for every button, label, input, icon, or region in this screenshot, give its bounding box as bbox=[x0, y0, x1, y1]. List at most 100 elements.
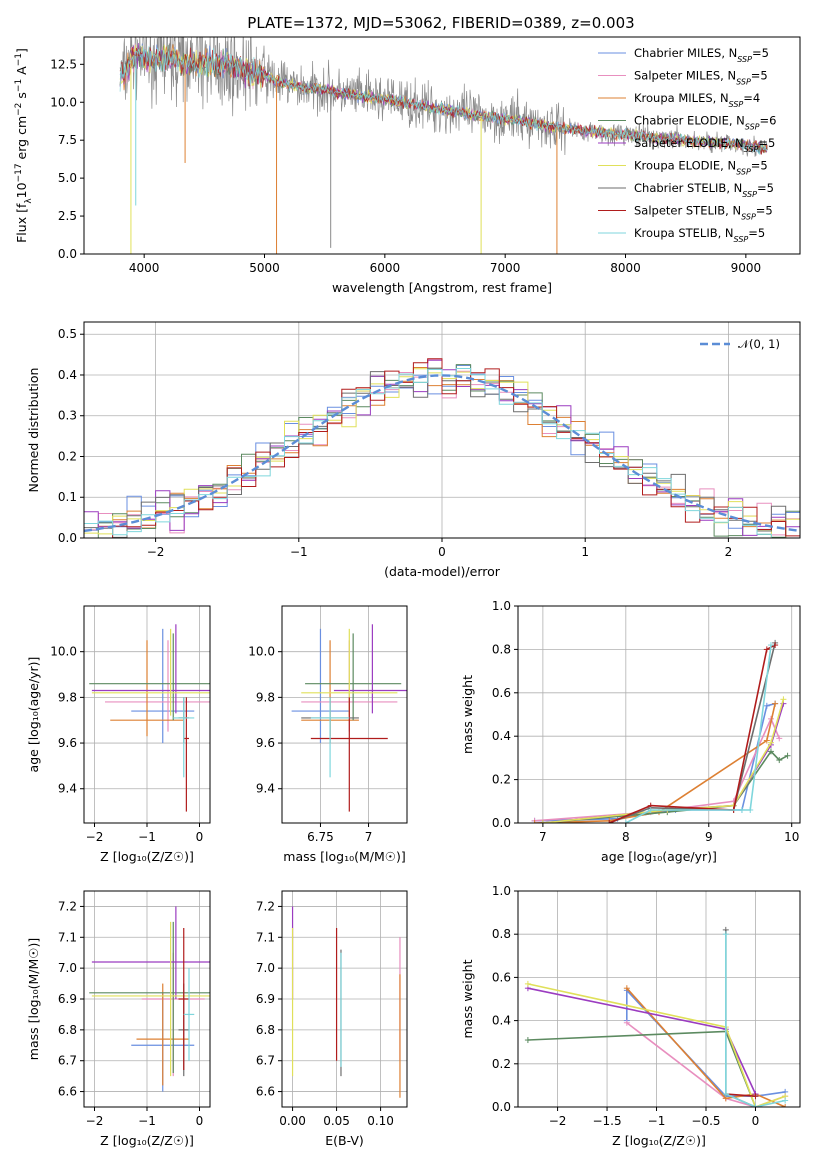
y-axis-label: Flux [fλ10−17 erg cm−2 s−1 A−1] bbox=[14, 48, 34, 243]
x-tick-label: 9000 bbox=[731, 261, 762, 275]
y-tick-label: 6.8 bbox=[58, 1023, 77, 1037]
x-axis-label: Z [log₁₀(Z/Z☉)] bbox=[100, 1133, 194, 1148]
x-tick-label: −0.5 bbox=[691, 1114, 720, 1128]
x-tick-label: 7 bbox=[539, 830, 547, 844]
chart-mass-vs-ebv: 0.00 0.05 0.10 6.6 6.7 6.8 6.9 7.0 7.1 7.2 E(B-V) bbox=[256, 890, 408, 1148]
residual-histogram-8 bbox=[84, 368, 800, 538]
x-tick-label: 0 bbox=[196, 830, 204, 844]
x-tick-label: 0 bbox=[752, 1114, 760, 1128]
legend-nssp: =5 bbox=[748, 226, 765, 240]
y-label-part: A bbox=[14, 66, 29, 79]
x-tick-label: 2 bbox=[725, 545, 733, 559]
legend-subscript: SSP bbox=[734, 235, 749, 244]
legend-nssp: =4 bbox=[743, 91, 760, 105]
y-tick-label: 0.2 bbox=[58, 449, 77, 463]
y-tick-label: 9.4 bbox=[256, 782, 275, 796]
normal-curve bbox=[84, 374, 800, 533]
x-axis-label: wavelength [Angstrom, rest frame] bbox=[332, 280, 552, 295]
chart-mass-weight-vs-z: −2 −1.5 −1 −0.5 0 0.0 0.2 0.4 0.6 0.8 1.0 Z [log₁₀(… bbox=[460, 884, 801, 1148]
chart-mass-weight-vs-age: 7 8 9 10 0.0 0.2 0.4 0.6 0.8 1.0 age [log₁₀(age/yr… bbox=[460, 599, 801, 864]
y-label-part: −17 bbox=[14, 163, 24, 182]
x-tick-label: 9 bbox=[705, 830, 713, 844]
y-tick-label: 7.2 bbox=[58, 899, 77, 913]
y-tick-label: 9.8 bbox=[256, 690, 275, 704]
legend-subscript: SSP bbox=[736, 167, 751, 176]
y-label-part: 10 bbox=[14, 182, 29, 198]
legend-subscript: SSP bbox=[744, 145, 759, 154]
legend-subscript: SSP bbox=[736, 77, 751, 86]
x-tick-label: −1 bbox=[138, 1114, 156, 1128]
plot-area bbox=[119, 37, 768, 254]
x-tick-label: −2 bbox=[86, 830, 104, 844]
mass-weight-line-0 bbox=[534, 702, 776, 822]
observed-spectrum-line bbox=[119, 37, 768, 157]
y-tick-label: 12.5 bbox=[50, 57, 77, 71]
legend-label: Salpeter STELIB, NSSP=5 bbox=[634, 204, 773, 222]
y-tick-label: 10.0 bbox=[50, 645, 77, 659]
y-tick-label: 0.8 bbox=[492, 927, 511, 941]
x-tick-label: −2 bbox=[86, 1114, 104, 1128]
model-spectrum-8 bbox=[119, 46, 768, 155]
x-tick-label: 0.05 bbox=[323, 1114, 350, 1128]
mass-weight-line-2 bbox=[626, 987, 786, 1107]
legend-text: Salpeter MILES, N bbox=[634, 69, 736, 83]
y-tick-label: 0.2 bbox=[492, 773, 511, 787]
legend-label: Kroupa MILES, NSSP=4 bbox=[634, 91, 760, 109]
legend-label: Chabrier STELIB, NSSP=5 bbox=[634, 181, 774, 199]
y-label-part: erg cm bbox=[14, 116, 29, 164]
y-label-part: −2 bbox=[14, 103, 24, 116]
mass-weight-line-4 bbox=[542, 703, 785, 823]
chart-mass-vs-z: −2 −1 0 6.6 6.7 6.8 6.9 7.0 7.1 7.2 Z [log₁₀(Z/Z☉)… bbox=[26, 890, 211, 1148]
y-tick-label: 0.1 bbox=[58, 490, 77, 504]
y-axis-label: mass weight bbox=[460, 675, 475, 754]
y-tick-label: 7.0 bbox=[58, 961, 77, 975]
mass-weight-line-6 bbox=[724, 929, 756, 1107]
legend-text: Kroupa ELODIE, N bbox=[634, 159, 736, 173]
y-tick-label: 6.7 bbox=[58, 1054, 77, 1068]
legend-subscript: SSP bbox=[737, 55, 752, 64]
y-label-part: −1 bbox=[14, 53, 24, 66]
legend-text: Salpeter ELODIE, N bbox=[634, 136, 744, 150]
legend-nssp: =5 bbox=[751, 159, 768, 173]
x-tick-label: 6.75 bbox=[307, 830, 334, 844]
y-tick-label: 9.4 bbox=[58, 782, 77, 796]
plot-area bbox=[89, 906, 210, 1092]
y-tick-label: 0.0 bbox=[58, 247, 77, 261]
legend-nssp: =6 bbox=[760, 114, 777, 128]
y-tick-label: 6.6 bbox=[256, 1085, 275, 1099]
legend-text: Chabrier MILES, N bbox=[634, 46, 737, 60]
y-tick-label: 0.2 bbox=[492, 1057, 511, 1071]
plot-area bbox=[291, 624, 407, 812]
y-tick-label: 5.0 bbox=[58, 171, 77, 185]
y-label-part: λ bbox=[24, 198, 34, 204]
legend-label: 𝒩(0, 1) bbox=[738, 337, 780, 351]
x-tick-label: 4000 bbox=[129, 261, 160, 275]
y-tick-label: 0.0 bbox=[492, 1100, 511, 1114]
y-tick-label: 1.0 bbox=[492, 599, 511, 613]
chart-age-vs-mass: 6.75 7 9.4 9.6 9.8 10.0 mass [log₁₀(M/M☉)] bbox=[248, 605, 408, 864]
y-axis-label: mass [log₁₀(M/M☉)] bbox=[26, 938, 41, 1060]
charts-layer: 4000 5000 6000 7000 8000 90000.02.55.07.510.0… bbox=[14, 36, 801, 1148]
y-tick-label: 0.4 bbox=[58, 368, 77, 382]
y-tick-label: 6.9 bbox=[256, 992, 275, 1006]
legend-label: Chabrier ELODIE, NSSP=6 bbox=[634, 114, 776, 132]
x-tick-label: 0 bbox=[196, 1114, 204, 1128]
legend-subscript: SSP bbox=[741, 212, 756, 221]
y-tick-label: 9.6 bbox=[58, 736, 77, 750]
mass-weight-line-5 bbox=[527, 983, 786, 1107]
x-axis-label: Z [log₁₀(Z/Z☉)] bbox=[100, 849, 194, 864]
y-label-part: ] bbox=[14, 48, 29, 53]
legend-nssp: =5 bbox=[758, 136, 775, 150]
y-tick-label: 0.5 bbox=[58, 327, 77, 341]
x-axis-label: Z [log₁₀(Z/Z☉)] bbox=[612, 1133, 706, 1148]
y-tick-label: 7.0 bbox=[256, 961, 275, 975]
y-tick-label: 9.6 bbox=[256, 736, 275, 750]
legend-nssp: =5 bbox=[752, 46, 769, 60]
x-tick-label: 10 bbox=[784, 830, 799, 844]
x-axis-label: E(B-V) bbox=[325, 1133, 364, 1148]
y-label-part: s bbox=[14, 92, 29, 103]
model-spectrum-7 bbox=[119, 46, 768, 155]
y-tick-label: 2.5 bbox=[58, 209, 77, 223]
